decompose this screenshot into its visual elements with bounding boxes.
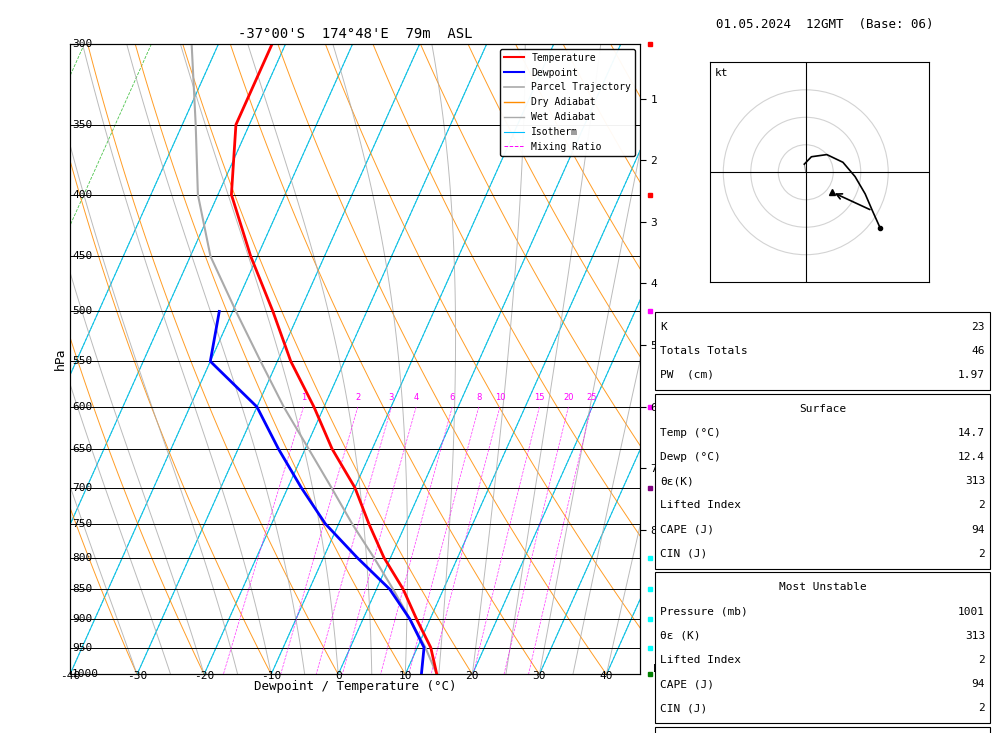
Text: 950: 950 [72,643,92,652]
Text: 25: 25 [586,393,597,402]
Text: PW  (cm): PW (cm) [660,370,714,380]
Text: -40: -40 [60,671,80,681]
Legend: Temperature, Dewpoint, Parcel Trajectory, Dry Adiabat, Wet Adiabat, Isotherm, Mi: Temperature, Dewpoint, Parcel Trajectory… [500,49,635,156]
Text: Lifted Index: Lifted Index [660,501,741,510]
X-axis label: Dewpoint / Temperature (°C): Dewpoint / Temperature (°C) [254,680,456,693]
Text: 2: 2 [978,655,985,665]
Text: 400: 400 [72,190,92,199]
Text: Most Unstable: Most Unstable [779,583,866,592]
Text: kt: kt [715,68,729,78]
Text: CIN (J): CIN (J) [660,704,707,713]
Text: 3: 3 [389,393,394,402]
Text: 650: 650 [72,443,92,454]
Text: 313: 313 [965,631,985,641]
Text: Dewp (°C): Dewp (°C) [660,452,721,462]
Text: -10: -10 [261,671,281,681]
Text: 8: 8 [476,393,481,402]
Text: 20: 20 [466,671,479,681]
Text: CAPE (J): CAPE (J) [660,679,714,689]
Y-axis label: km
ASL: km ASL [663,349,684,369]
Text: 15: 15 [534,393,545,402]
Text: 94: 94 [972,525,985,534]
Text: hPa: hPa [53,348,66,370]
Text: 500: 500 [72,306,92,317]
Text: 300: 300 [72,39,92,49]
Text: Surface: Surface [799,404,846,413]
Text: 46: 46 [972,346,985,356]
Text: Pressure (mb): Pressure (mb) [660,607,748,616]
Text: 20: 20 [563,393,574,402]
Text: 2: 2 [978,501,985,510]
Text: 1001: 1001 [958,607,985,616]
Text: 750: 750 [72,519,92,528]
Text: θε (K): θε (K) [660,631,700,641]
Text: 850: 850 [72,584,92,594]
Text: -30: -30 [127,671,147,681]
Text: LCL: LCL [653,664,671,674]
Text: 1: 1 [301,393,306,402]
Text: 12.4: 12.4 [958,452,985,462]
Text: 550: 550 [72,356,92,366]
Text: 2: 2 [978,549,985,559]
Text: Totals Totals: Totals Totals [660,346,748,356]
Text: 10: 10 [399,671,412,681]
Title: -37°00'S  174°48'E  79m  ASL: -37°00'S 174°48'E 79m ASL [238,27,472,42]
Text: © weatheronline.co.uk: © weatheronline.co.uk [660,712,802,722]
Text: Temp (°C): Temp (°C) [660,428,721,438]
Text: 800: 800 [72,553,92,562]
Text: 450: 450 [72,251,92,261]
Text: 0: 0 [335,671,342,681]
Text: 2: 2 [978,704,985,713]
Text: 350: 350 [72,119,92,130]
Text: 6: 6 [450,393,455,402]
Text: K: K [660,322,667,331]
Text: 14.7: 14.7 [958,428,985,438]
Text: -20: -20 [194,671,214,681]
Text: 94: 94 [972,679,985,689]
Text: 900: 900 [72,614,92,625]
Text: 10: 10 [495,393,505,402]
Text: 313: 313 [965,476,985,486]
Text: 1000: 1000 [72,669,99,679]
Text: θε(K): θε(K) [660,476,694,486]
Text: 4: 4 [414,393,419,402]
Text: 700: 700 [72,482,92,493]
Text: 40: 40 [600,671,613,681]
Text: CIN (J): CIN (J) [660,549,707,559]
Text: 23: 23 [972,322,985,331]
Text: 1.97: 1.97 [958,370,985,380]
Text: 01.05.2024  12GMT  (Base: 06): 01.05.2024 12GMT (Base: 06) [716,18,934,32]
Text: 30: 30 [533,671,546,681]
Text: Lifted Index: Lifted Index [660,655,741,665]
Text: 600: 600 [72,402,92,412]
Text: CAPE (J): CAPE (J) [660,525,714,534]
Text: 2: 2 [355,393,360,402]
